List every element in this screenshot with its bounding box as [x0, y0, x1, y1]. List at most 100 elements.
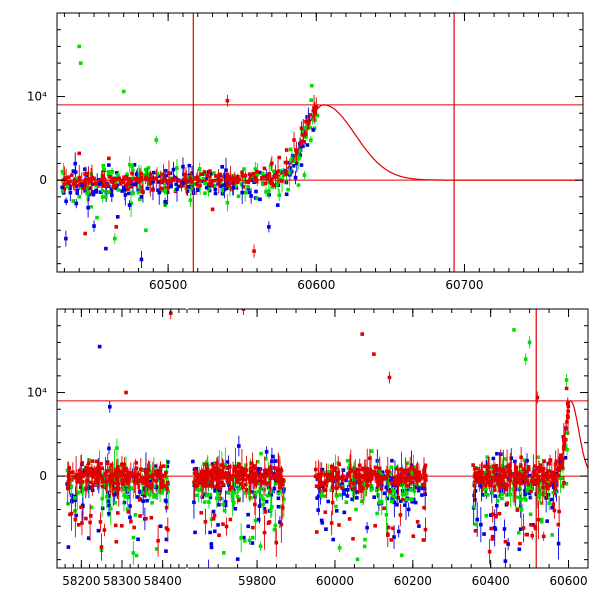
bottom-red-point: [528, 489, 533, 494]
bottom-red-point: [262, 530, 267, 535]
bottom-red-point: [367, 473, 371, 478]
top-red-point: [230, 181, 235, 186]
top-blue-point: [240, 190, 245, 195]
bottom-red-point: [120, 471, 125, 476]
bottom-blue-point: [249, 470, 254, 474]
bottom-green-point: [217, 491, 221, 496]
bottom-green-point: [207, 500, 211, 504]
bottom-red-point: [526, 465, 531, 469]
bottom-green-point: [242, 539, 247, 543]
bottom-red-point: [318, 482, 323, 487]
top-red-point: [148, 181, 153, 186]
top-green-point: [159, 172, 164, 176]
bottom-blue-point: [392, 535, 396, 539]
top-green-point: [212, 171, 216, 175]
bottom-red-point: [408, 466, 412, 471]
bottom-blue-point: [209, 542, 214, 546]
top-red-point: [206, 182, 211, 186]
top-blue-point: [305, 143, 310, 147]
bottom-blue-point: [479, 522, 483, 527]
top-green-point: [65, 184, 70, 189]
bottom-green-point: [166, 489, 170, 494]
top-blue-point: [131, 182, 135, 186]
bottom-red-point: [390, 480, 394, 485]
bottom-green-point: [564, 378, 569, 382]
bottom-red-point: [541, 476, 546, 481]
bottom-red-point: [526, 482, 531, 487]
top-red-point: [269, 181, 274, 185]
bottom-red-point: [192, 481, 197, 486]
bottom-blue-point: [488, 513, 493, 517]
bottom-green-point: [247, 490, 251, 495]
bottom-red-point: [143, 481, 147, 486]
bottom-red-point: [156, 538, 160, 543]
bottom-blue-point: [100, 506, 105, 511]
top-blue-point: [204, 185, 209, 190]
bottom-blue-point: [390, 458, 394, 463]
bottom-red-point: [253, 481, 258, 485]
bottom-red-point: [237, 465, 241, 469]
bottom-red-point: [126, 510, 131, 514]
top-x-tick-label: 60600: [297, 278, 335, 292]
bottom-green-point: [195, 493, 199, 498]
bottom-red-point: [192, 471, 197, 476]
bottom-blue-point: [423, 492, 428, 497]
bottom-x-tick-label: 58300: [103, 574, 141, 588]
top-green-point: [302, 173, 307, 177]
bottom-green-point: [222, 508, 227, 513]
bottom-blue-point: [256, 517, 261, 522]
bottom-red-point: [277, 472, 282, 476]
top-red-point: [210, 207, 215, 212]
bottom-red-point: [391, 526, 395, 531]
bottom-green-point: [265, 493, 270, 498]
bottom-red-point: [385, 469, 389, 474]
bottom-red-point: [221, 465, 226, 469]
top-blue-point: [83, 167, 87, 172]
bottom-red-point: [330, 474, 335, 479]
top-red-point: [194, 182, 199, 186]
top-red-point: [102, 177, 107, 181]
bottom-blue-point: [473, 489, 478, 493]
bottom-red-point: [215, 479, 220, 484]
bottom-red-point: [139, 476, 144, 481]
top-red-point: [125, 181, 130, 186]
bottom-blue-point: [518, 504, 523, 509]
bottom-red-point: [102, 528, 107, 532]
top-green-point: [228, 186, 232, 190]
top-green-point: [197, 167, 202, 171]
top-green-point: [125, 172, 129, 177]
top-green-point: [60, 189, 65, 194]
top-red-point: [160, 186, 164, 191]
bottom-red-point: [160, 478, 165, 483]
bottom-red-point: [336, 473, 340, 478]
top-green-point: [298, 148, 302, 153]
bottom-blue-point: [380, 470, 385, 474]
bottom-blue-point: [320, 467, 325, 472]
top-red-point: [169, 180, 173, 185]
top-green-point: [190, 186, 194, 191]
bottom-red-point: [74, 475, 79, 480]
top-red-point: [308, 113, 313, 117]
bottom-blue-point: [212, 529, 217, 534]
bottom-red-point: [279, 481, 283, 486]
top-red-point: [252, 249, 256, 253]
bottom-red-point: [322, 487, 326, 492]
bottom-red-point: [536, 517, 541, 522]
bottom-red-point: [85, 478, 90, 483]
bottom-green-point: [89, 505, 94, 510]
bottom-red-point: [356, 468, 361, 472]
bottom-red-point: [380, 477, 384, 482]
bottom-red-point: [340, 486, 344, 490]
top-red-point: [285, 169, 289, 174]
bottom-red-point: [522, 476, 526, 481]
bottom-red-point: [123, 477, 128, 482]
bottom-red-point: [218, 481, 222, 485]
top-blue-point: [258, 197, 262, 202]
bottom-red-point: [73, 517, 78, 522]
bottom-red-point: [116, 464, 120, 469]
top-blue-point: [279, 170, 284, 174]
bottom-red-point: [324, 479, 329, 483]
bottom-blue-point: [257, 504, 262, 508]
bottom-red-point: [315, 476, 319, 480]
top-green-point: [127, 162, 132, 167]
